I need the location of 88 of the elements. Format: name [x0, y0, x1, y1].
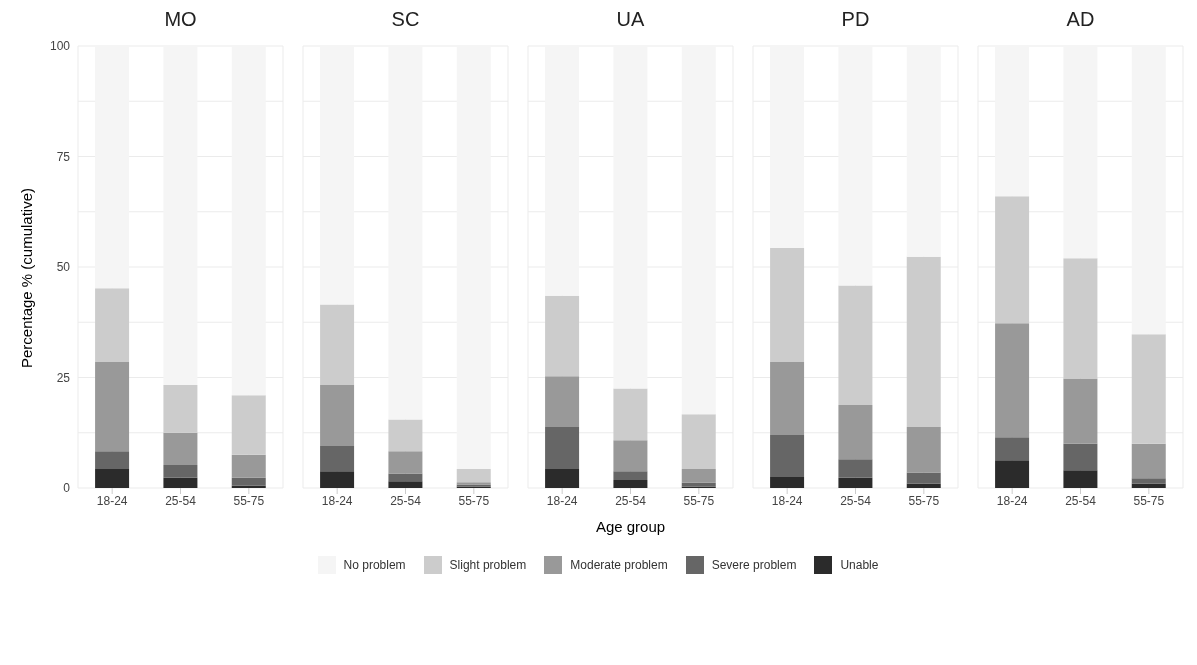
bar: [456, 468, 491, 483]
bar: [545, 295, 580, 377]
bar: [231, 454, 266, 478]
x-tick-label: 18-24: [546, 493, 578, 508]
bar: [231, 485, 266, 488]
bar: [320, 446, 355, 472]
y-tick-label: 50: [56, 260, 71, 275]
x-tick-label: 18-24: [996, 493, 1028, 508]
bar: [838, 404, 873, 460]
y-tick-label: 100: [49, 39, 71, 54]
bar: [95, 288, 130, 363]
x-tick-label: 55-75: [458, 493, 490, 508]
bar: [770, 476, 805, 488]
bar: [613, 388, 648, 441]
x-tick-label: 18-24: [96, 493, 128, 508]
x-tick-label: 25-54: [390, 493, 422, 508]
bar: [995, 323, 1030, 438]
bar: [838, 477, 873, 488]
x-tick-label: 55-75: [908, 493, 940, 508]
bar: [995, 437, 1030, 461]
bar: [388, 451, 423, 474]
x-tick-label: 55-75: [1133, 493, 1165, 508]
bar: [1131, 334, 1166, 444]
bar: [681, 482, 716, 487]
x-tick-label: 25-54: [615, 493, 647, 508]
y-tick-label: 0: [63, 481, 71, 496]
chart-title: PD: [840, 8, 871, 32]
bar: [906, 483, 941, 488]
chart-title: UA: [615, 8, 646, 32]
bar: [545, 427, 580, 469]
y-axis-title: Percentage % (cumulative): [17, 187, 35, 369]
bar: [770, 434, 805, 477]
bar: [681, 468, 716, 483]
bar: [320, 304, 355, 386]
bar: [906, 427, 941, 473]
bar: [163, 432, 198, 466]
legend-label: No problem: [343, 558, 406, 572]
bar: [388, 481, 423, 488]
bar: [1063, 470, 1098, 488]
bar: [545, 468, 580, 488]
bar: [231, 477, 266, 486]
x-tick-label: 55-75: [233, 493, 265, 508]
bar: [388, 473, 423, 482]
x-tick-label: 25-54: [1065, 493, 1097, 508]
x-tick-label: 25-54: [840, 493, 872, 508]
bar: [770, 362, 805, 435]
bar: [1063, 258, 1098, 379]
bar: [995, 196, 1030, 324]
bar: [388, 419, 423, 452]
bar: [681, 414, 716, 469]
bar: [1131, 443, 1166, 479]
x-tick-label: 18-24: [321, 493, 353, 508]
bar: [838, 285, 873, 405]
bar: [163, 477, 198, 488]
x-axis-title: Age group: [594, 518, 667, 537]
bar: [95, 362, 130, 452]
bar: [95, 451, 130, 469]
x-tick-label: 18-24: [771, 493, 803, 508]
bar: [613, 480, 648, 488]
y-tick-label: 25: [56, 370, 71, 385]
chart-title: AD: [1065, 8, 1096, 32]
y-tick-label: 75: [56, 149, 71, 164]
bar: [163, 465, 198, 478]
bar: [163, 385, 198, 433]
chart-title: SC: [390, 8, 421, 32]
legend-label: Moderate problem: [570, 558, 668, 572]
bar: [906, 472, 941, 484]
bar: [1131, 483, 1166, 488]
bar: [320, 471, 355, 488]
bar: [1063, 443, 1098, 471]
bar: [320, 385, 355, 447]
bar: [1063, 378, 1098, 444]
bar: [770, 247, 805, 363]
x-tick-label: 25-54: [165, 493, 197, 508]
bar: [231, 395, 266, 455]
bar: [1131, 478, 1166, 484]
legend-label: Severe problem: [711, 558, 797, 572]
chart-title: MO: [163, 8, 198, 32]
legend-label: Slight problem: [449, 558, 527, 572]
bar: [995, 460, 1030, 488]
bar: [613, 440, 648, 472]
bar: [545, 376, 580, 427]
x-tick-label: 55-75: [683, 493, 715, 508]
bar: [95, 468, 130, 488]
legend-label: Unable: [840, 558, 879, 572]
bar: [838, 459, 873, 478]
bar: [906, 256, 941, 427]
bar: [613, 471, 648, 481]
